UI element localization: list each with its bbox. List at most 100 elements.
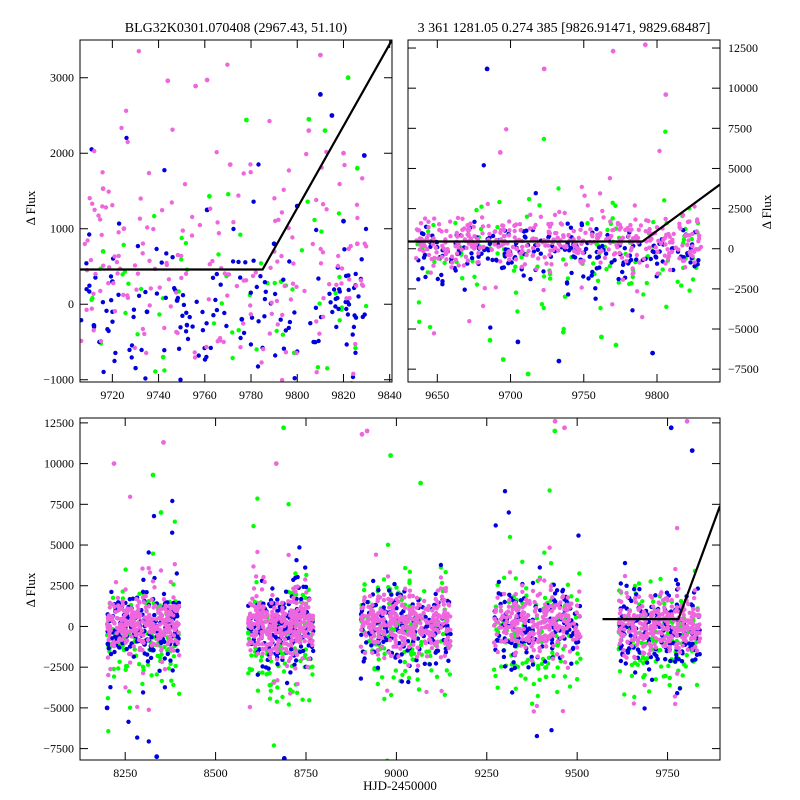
data-point-magenta — [433, 245, 438, 250]
data-point-magenta — [412, 635, 417, 640]
x-tick-label: 9750 — [572, 388, 596, 402]
data-point-magenta — [515, 633, 520, 638]
data-point-magenta — [254, 594, 259, 599]
data-point-magenta — [524, 243, 529, 248]
data-point-magenta — [620, 622, 626, 627]
data-point-blue — [398, 659, 403, 664]
data-point-magenta — [436, 603, 441, 608]
data-point-magenta — [168, 579, 173, 585]
data-point-magenta — [393, 612, 398, 617]
data-point-magenta — [392, 622, 397, 627]
data-point-blue — [344, 342, 349, 347]
data-point-magenta — [360, 623, 365, 629]
data-point-magenta — [695, 217, 700, 222]
data-point-magenta — [572, 242, 577, 247]
data-point-green — [158, 510, 164, 515]
data-point-magenta — [372, 640, 377, 645]
data-point-magenta — [550, 248, 556, 253]
data-point-blue — [337, 289, 342, 294]
data-point-green — [322, 128, 328, 134]
data-point-magenta — [391, 644, 396, 649]
data-point-magenta — [667, 267, 673, 273]
data-point-magenta — [391, 604, 396, 609]
data-point-magenta — [571, 637, 576, 642]
data-point-magenta — [532, 609, 538, 614]
data-point-magenta — [364, 633, 369, 638]
data-point-magenta — [403, 586, 408, 591]
data-point-blue — [87, 232, 92, 237]
data-point-magenta — [459, 247, 464, 252]
data-point-blue — [204, 321, 209, 326]
data-point-green — [145, 662, 151, 667]
data-point-magenta — [566, 617, 572, 623]
data-point-magenta — [535, 593, 540, 598]
data-point-magenta — [697, 636, 703, 641]
data-point-blue — [263, 289, 268, 294]
data-point-magenta — [439, 594, 445, 599]
y-tick-label: 5000 — [50, 538, 74, 552]
data-point-green — [690, 277, 696, 282]
data-point-magenta — [147, 258, 152, 263]
data-point-blue — [515, 339, 521, 345]
data-point-magenta — [302, 624, 307, 630]
panel-top-left-points — [80, 49, 369, 382]
data-point-magenta — [683, 265, 688, 270]
data-point-blue — [677, 686, 683, 691]
data-point-magenta — [531, 631, 536, 636]
data-point-magenta — [445, 627, 450, 632]
data-point-green — [171, 654, 177, 659]
data-point-magenta — [658, 592, 663, 597]
data-point-magenta — [411, 628, 416, 634]
data-point-green — [547, 276, 553, 281]
data-point-magenta — [414, 256, 419, 261]
data-point-magenta — [140, 595, 146, 600]
data-point-magenta — [114, 616, 120, 621]
data-point-blue — [481, 163, 486, 168]
data-point-magenta — [216, 231, 222, 236]
data-point-magenta — [114, 259, 120, 265]
data-point-blue — [538, 608, 543, 613]
data-point-magenta — [111, 461, 117, 466]
data-point-magenta — [272, 196, 277, 201]
data-point-blue — [251, 258, 256, 263]
data-point-magenta — [90, 201, 95, 206]
data-point-green — [268, 659, 274, 664]
data-point-magenta — [524, 601, 529, 606]
data-point-green — [658, 576, 663, 582]
data-point-magenta — [125, 295, 131, 300]
data-point-magenta — [652, 641, 657, 647]
data-point-magenta — [375, 647, 380, 653]
data-point-blue — [506, 510, 511, 515]
data-point-magenta — [635, 638, 641, 644]
data-point-magenta — [670, 625, 675, 630]
data-point-magenta — [561, 234, 566, 239]
data-point-green — [541, 274, 547, 279]
data-point-blue — [522, 234, 527, 239]
data-point-magenta — [287, 624, 292, 629]
data-point-blue — [154, 754, 160, 760]
data-point-magenta — [606, 247, 611, 252]
data-point-magenta — [676, 586, 681, 591]
panel-top-right-ylabel: Δ Flux — [759, 194, 774, 229]
data-point-magenta — [658, 638, 664, 644]
data-point-magenta — [256, 606, 261, 611]
data-point-magenta — [513, 592, 518, 597]
data-point-blue — [420, 266, 425, 271]
data-point-magenta — [393, 615, 398, 620]
data-point-magenta — [148, 286, 153, 291]
data-point-magenta — [158, 568, 164, 573]
data-point-magenta — [549, 631, 555, 636]
data-point-magenta — [282, 623, 287, 629]
data-point-magenta — [171, 633, 177, 638]
data-point-magenta — [695, 608, 700, 613]
data-point-magenta — [280, 608, 285, 613]
data-point-blue — [597, 265, 602, 270]
data-point-blue — [196, 353, 201, 358]
data-point-magenta — [618, 637, 623, 643]
data-point-green — [641, 675, 646, 680]
data-point-magenta — [486, 223, 491, 229]
data-point-magenta — [400, 614, 406, 619]
data-point-magenta — [674, 633, 679, 638]
data-point-magenta — [574, 645, 580, 650]
data-point-magenta — [261, 604, 266, 609]
